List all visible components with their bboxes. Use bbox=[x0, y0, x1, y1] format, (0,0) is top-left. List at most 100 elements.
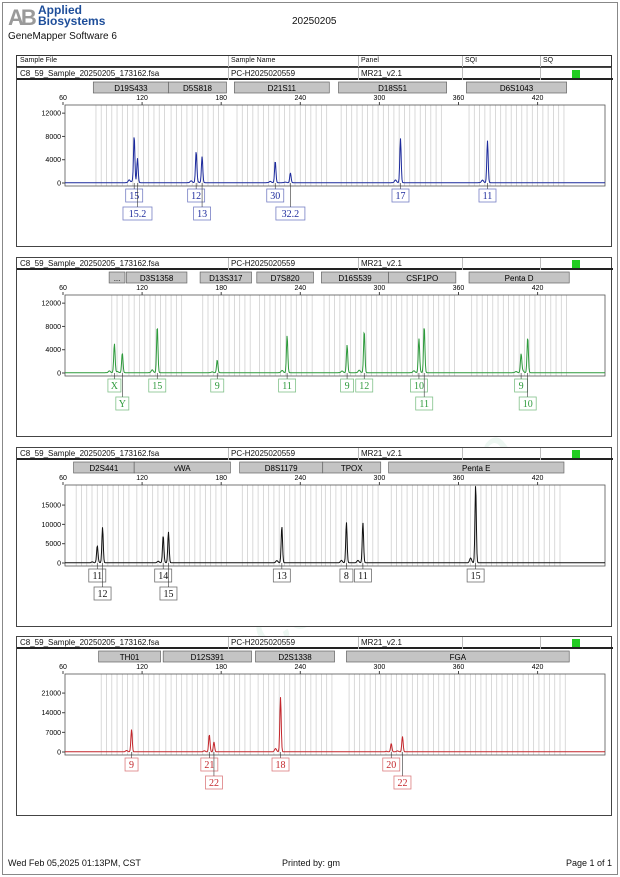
allele-label: 10 bbox=[523, 399, 533, 410]
allele-label-box[interactable] bbox=[193, 206, 211, 221]
y-tick-label: 0 bbox=[57, 750, 61, 757]
allele-label-box[interactable] bbox=[391, 188, 410, 203]
marker-label: TH01 bbox=[120, 653, 140, 662]
marker-bin[interactable] bbox=[322, 461, 382, 474]
allele-label: 13 bbox=[277, 571, 287, 582]
allele-label-box[interactable] bbox=[340, 378, 354, 393]
x-tick-label: 60 bbox=[59, 475, 67, 482]
plot-frame bbox=[64, 294, 606, 377]
allele-label-box[interactable] bbox=[393, 775, 412, 790]
marker-bin[interactable] bbox=[162, 650, 252, 663]
signal-trace bbox=[65, 697, 605, 753]
sample-name: PC-H2025020559 bbox=[231, 259, 296, 268]
allele-label-box[interactable] bbox=[187, 188, 206, 203]
allele-label-box[interactable] bbox=[210, 378, 225, 393]
sq-status-indicator bbox=[572, 70, 580, 78]
marker-bin[interactable] bbox=[125, 271, 188, 284]
marker-bin[interactable] bbox=[234, 81, 330, 94]
sq-status-indicator bbox=[572, 260, 580, 268]
plot-svg-3: D2S441 vWA D8S1179 TPOX Penta E60 120 180 240 30… bbox=[42, 461, 606, 601]
marker-label: D8S1179 bbox=[265, 464, 298, 473]
marker-bin[interactable] bbox=[468, 271, 570, 284]
marker-label: FGA bbox=[450, 653, 467, 662]
allele-label-box[interactable] bbox=[115, 396, 130, 411]
y-tick-label: 10000 bbox=[42, 522, 62, 529]
marker-label: Penta D bbox=[505, 274, 534, 283]
logo-mark: AB bbox=[8, 5, 37, 30]
allele-label: 20 bbox=[386, 760, 396, 771]
marker-bin[interactable] bbox=[133, 461, 231, 474]
allele-label: 11 bbox=[282, 381, 292, 392]
footer-datetime: Wed Feb 05,2025 01:13PM, CST bbox=[8, 858, 141, 868]
x-tick-label: 300 bbox=[374, 664, 386, 671]
allele-label-box[interactable] bbox=[272, 568, 291, 583]
allele-label: 22 bbox=[209, 778, 219, 789]
sample-file: C8_59_Sample_20250205_173162.fsa bbox=[20, 69, 160, 78]
allele-label-box[interactable] bbox=[271, 757, 290, 772]
marker-bin[interactable] bbox=[388, 271, 457, 284]
allele-label-box[interactable] bbox=[93, 586, 112, 601]
allele-label-box[interactable] bbox=[205, 775, 223, 790]
y-tick-label: 0 bbox=[57, 371, 61, 378]
marker-bin[interactable] bbox=[108, 271, 126, 284]
allele-label-box[interactable] bbox=[275, 206, 306, 221]
x-tick-label: 300 bbox=[374, 95, 386, 102]
allele-label-box[interactable] bbox=[339, 568, 354, 583]
allele-label: 32.2 bbox=[282, 209, 300, 220]
footer-printed-by: Printed by: gm bbox=[282, 858, 341, 868]
x-tick-label: 60 bbox=[59, 285, 67, 292]
allele-label-box[interactable] bbox=[382, 757, 401, 772]
allele-label-box[interactable] bbox=[88, 568, 107, 583]
marker-bin[interactable] bbox=[388, 461, 565, 474]
y-tick-label: 21000 bbox=[42, 691, 62, 698]
allele-label-box[interactable] bbox=[154, 568, 173, 583]
software-name: GeneMapper Software 6 bbox=[8, 31, 117, 42]
allele-label: 15 bbox=[129, 191, 139, 202]
allele-label-box[interactable] bbox=[125, 188, 144, 203]
allele-label-box[interactable] bbox=[107, 378, 122, 393]
allele-label-box[interactable] bbox=[159, 586, 178, 601]
sq-status-indicator bbox=[572, 639, 580, 647]
allele-label-box[interactable] bbox=[478, 188, 497, 203]
plot-svg-2: ... D3S1358 D13S317 D7S820 D16S539 CSF1PO Pent… bbox=[42, 271, 606, 411]
allele-label: 21 bbox=[204, 760, 214, 771]
marker-bin[interactable] bbox=[255, 650, 335, 663]
allele-label-box[interactable] bbox=[466, 568, 485, 583]
allele-label-box[interactable] bbox=[200, 757, 219, 772]
allele-label: 17 bbox=[395, 191, 405, 202]
allele-label-box[interactable] bbox=[518, 396, 537, 411]
allele-label-box[interactable] bbox=[148, 378, 167, 393]
allele-label: 11 bbox=[419, 399, 429, 410]
allele-label-box[interactable] bbox=[122, 206, 153, 221]
panel-name: MR21_v2.1 bbox=[361, 259, 402, 268]
marker-bin[interactable] bbox=[256, 271, 314, 284]
allele-label-box[interactable] bbox=[124, 757, 139, 772]
plot-frame bbox=[64, 673, 606, 756]
marker-bin[interactable] bbox=[98, 650, 161, 663]
allele-label-box[interactable] bbox=[354, 568, 372, 583]
plot-frame bbox=[64, 484, 606, 567]
allele-label-box[interactable] bbox=[415, 396, 434, 411]
applied-biosystems-logo: AB Applied Biosystems bbox=[8, 4, 118, 31]
x-tick-label: 360 bbox=[453, 285, 465, 292]
marker-bin[interactable] bbox=[466, 81, 567, 94]
report-title: 20250205 bbox=[292, 16, 337, 27]
marker-bin[interactable] bbox=[199, 271, 252, 284]
marker-label: TPOX bbox=[341, 464, 363, 473]
panel-name: MR21_v2.1 bbox=[361, 638, 402, 647]
allele-label-box[interactable] bbox=[355, 378, 374, 393]
column-header-row: Sample File Sample Name Panel SQI SQ bbox=[16, 55, 612, 68]
col-panel: Panel bbox=[361, 57, 379, 64]
allele-label-box[interactable] bbox=[266, 188, 285, 203]
signal-trace bbox=[65, 137, 605, 184]
allele-label: 15 bbox=[163, 589, 173, 600]
marker-bin[interactable] bbox=[346, 650, 570, 663]
marker-bin[interactable] bbox=[168, 81, 227, 94]
marker-bin[interactable] bbox=[338, 81, 447, 94]
allele-label-box[interactable] bbox=[410, 378, 428, 393]
sample-row: C8_59_Sample_20250205_173162.fsa PC-H202… bbox=[17, 637, 613, 649]
allele-label-box[interactable] bbox=[278, 378, 297, 393]
allele-label: Y bbox=[119, 399, 126, 410]
y-tick-label: 5000 bbox=[45, 541, 61, 548]
allele-label: 12 bbox=[191, 191, 201, 202]
